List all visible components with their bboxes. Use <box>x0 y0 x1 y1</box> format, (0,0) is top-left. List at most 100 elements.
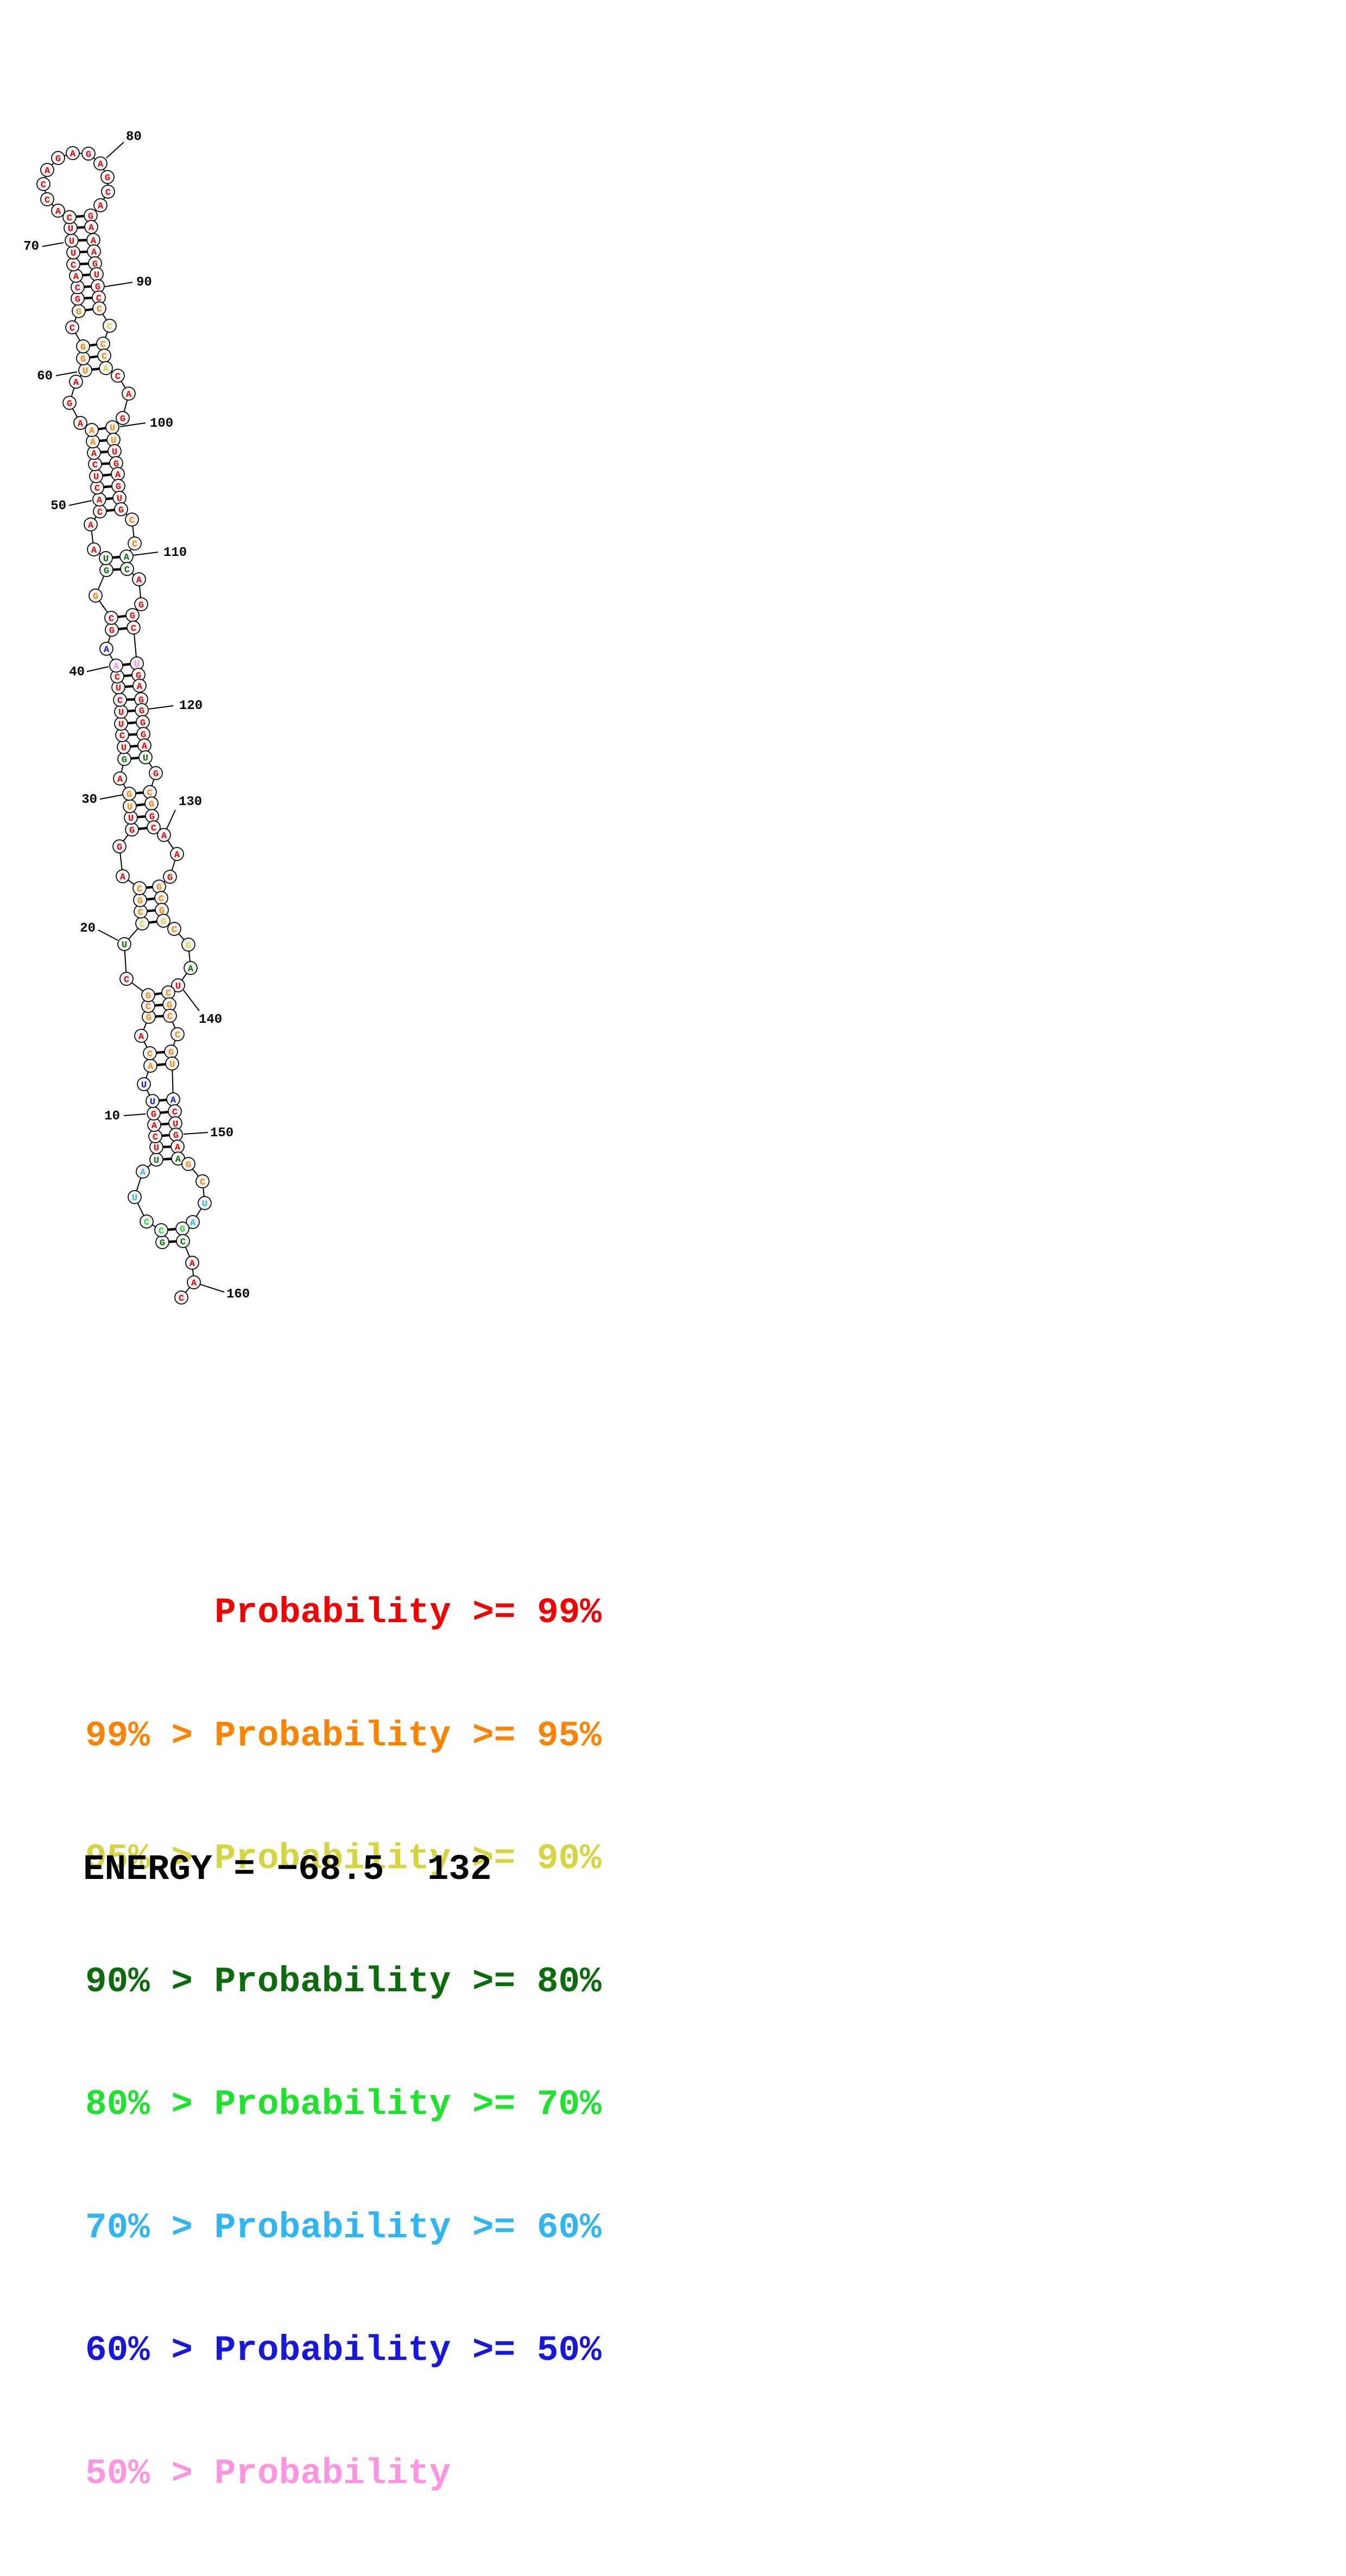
nucleotide-circle <box>128 1190 142 1204</box>
nucleotide-base: U <box>173 1119 178 1130</box>
label-leader-line <box>106 142 124 159</box>
nucleotide-base: A <box>115 470 121 480</box>
nucleotide-base: G <box>149 812 155 822</box>
probability-legend: Probability >= 99% 99% > Probability >= … <box>85 1510 602 2576</box>
nucleotide-circle <box>104 611 118 625</box>
nucleotide-circle <box>127 621 141 635</box>
nucleotide-base: G <box>141 730 146 740</box>
nucleotide-base: A <box>120 872 126 883</box>
label-leader-line <box>104 282 133 287</box>
nucleotide-circle <box>100 170 115 184</box>
nucleotide-base: G <box>129 826 135 836</box>
nucleotide-circle <box>69 375 83 389</box>
nucleotide-base: C <box>200 1178 205 1188</box>
label-leader-line <box>98 929 118 941</box>
nucleotide-base: A <box>89 223 94 233</box>
nucleotide-base: G <box>138 695 144 706</box>
label-leader-line <box>86 666 109 672</box>
position-label: 80 <box>126 130 142 144</box>
nucleotide-circle <box>184 961 198 975</box>
nucleotide-base: G <box>113 459 119 470</box>
nucleotide-base: C <box>100 340 106 350</box>
nucleotide-base: C <box>167 1012 173 1022</box>
nucleotide-base: U <box>93 472 99 483</box>
rna-secondary-structure-figure: GCCUAUUCAGUUACAGCGCUCCGCAGGUUGAGUCUUCUCA… <box>23 130 250 1305</box>
nucleotide-base: A <box>161 831 167 841</box>
nucleotide-base: U <box>175 982 181 992</box>
nucleotide-circle <box>76 339 90 353</box>
nucleotide-circle <box>132 881 147 895</box>
nucleotide-base: G <box>116 482 121 492</box>
nucleotide-base: C <box>117 696 123 706</box>
nucleotide-base: G <box>138 600 144 611</box>
nucleotide-base: G <box>180 1225 185 1235</box>
nucleotide-base: A <box>137 682 143 692</box>
nucleotide-base: U <box>154 1143 159 1154</box>
nucleotide-base: C <box>119 731 125 742</box>
nucleotide-circle <box>170 1027 185 1041</box>
nucleotide-circle <box>109 659 123 673</box>
nucleotide-circle <box>122 387 136 401</box>
nucleotide-base: A <box>73 378 79 388</box>
nucleotide-base: G <box>127 790 132 800</box>
nucleotide-base: A <box>90 438 96 448</box>
nucleotide-base: A <box>175 1155 181 1165</box>
nucleotide-circle <box>157 828 171 842</box>
nucleotide-base: C <box>151 824 156 834</box>
nucleotide-base: G <box>109 626 115 636</box>
nucleotide-circle <box>176 1234 190 1248</box>
nucleotide-base: G <box>120 414 125 425</box>
nucleotide-base: C <box>132 540 137 550</box>
nucleotide-base: G <box>137 896 143 907</box>
nucleotide-base: C <box>129 516 135 526</box>
nucleotide-base: A <box>148 1062 154 1072</box>
nucleotide-circle <box>93 156 108 170</box>
label-leader-line <box>99 794 123 800</box>
nucleotide-circle <box>117 937 131 951</box>
nucleotide-base: G <box>156 883 162 893</box>
nucleotide-circle <box>99 361 113 375</box>
nucleotide-circle <box>122 787 136 801</box>
legend-line-p70: 80% > Probability >= 70% <box>85 2084 602 2125</box>
nucleotide-base: U <box>132 1193 137 1204</box>
label-leader-line <box>183 1132 208 1135</box>
nucleotide-base: U <box>118 720 124 730</box>
nucleotide-base: A <box>104 645 110 655</box>
nucleotide-base: C <box>172 925 177 935</box>
nucleotide-circle <box>125 512 139 527</box>
legend-line-p60: 70% > Probability >= 60% <box>85 2207 602 2248</box>
nucleotide-base: U <box>118 708 124 718</box>
nucleotide-base: G <box>146 991 151 1002</box>
nucleotide-base: A <box>103 364 109 375</box>
nucleotide-base: G <box>95 282 100 293</box>
nucleotide-base: C <box>45 195 50 206</box>
nucleotide-base: G <box>167 873 173 883</box>
nucleotide-circle <box>113 771 127 786</box>
nucleotide-base: C <box>140 920 145 930</box>
position-label: 70 <box>23 239 39 254</box>
nucleotide-circle <box>103 319 117 333</box>
nucleotide-circle <box>170 847 184 861</box>
nucleotide-base: G <box>118 505 124 516</box>
nucleotide-circle <box>165 1056 179 1071</box>
label-leader-line <box>55 371 78 376</box>
nucleotide-base: G <box>104 566 109 577</box>
nucleotide-base: U <box>134 660 140 670</box>
nucleotide-base: G <box>117 843 122 853</box>
nucleotide-base: U <box>128 814 134 824</box>
nucleotide-circle <box>81 147 96 161</box>
nucleotide-circle <box>154 1223 168 1237</box>
nucleotide-base: A <box>91 236 97 246</box>
label-leader-line <box>123 1113 146 1116</box>
nucleotide-circle <box>89 588 103 603</box>
nucleotide-circle <box>66 146 80 160</box>
nucleotide-circle <box>132 572 146 586</box>
nucleotide-base: U <box>112 447 117 458</box>
nucleotide-circle <box>143 1046 157 1060</box>
nucleotide-base: C <box>67 213 72 224</box>
nucleotide-base: U <box>127 802 132 813</box>
nucleotide-circle <box>134 1029 148 1043</box>
nucleotide-base: G <box>160 1238 165 1249</box>
nucleotide-base: U <box>143 754 148 764</box>
nucleotide-circle <box>92 301 106 315</box>
